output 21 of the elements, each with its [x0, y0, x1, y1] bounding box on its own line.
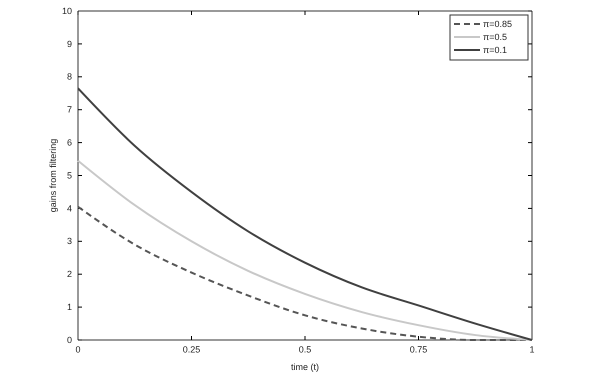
y-tick-label: 0	[66, 334, 72, 345]
y-tick-label: 5	[66, 170, 72, 180]
y-tick-label: 10	[62, 6, 72, 16]
y-tick-label: 8	[66, 72, 72, 82]
y-tick-label: 4	[66, 203, 72, 214]
legend-label: π=0.1	[483, 45, 507, 55]
x-tick-label: 0.75	[410, 344, 428, 354]
y-tick-label: 6	[66, 137, 72, 148]
x-tick-label: 0.5	[298, 344, 312, 354]
legend-label: π=0.85	[483, 19, 512, 29]
x-tick-label: 0	[75, 344, 81, 354]
x-tick-label: 0.25	[182, 344, 200, 354]
y-tick-label: 9	[66, 38, 72, 49]
legend-label: π=0.5	[483, 32, 507, 42]
y-tick-label: 1	[66, 302, 72, 312]
y-axis-title: gains from filtering	[48, 138, 58, 212]
x-tick-label: 1	[529, 344, 535, 354]
y-tick-label: 3	[66, 236, 72, 246]
y-tick-label: 2	[66, 269, 72, 280]
y-tick-label: 7	[66, 104, 72, 115]
x-axis-title: time (t)	[291, 362, 319, 372]
